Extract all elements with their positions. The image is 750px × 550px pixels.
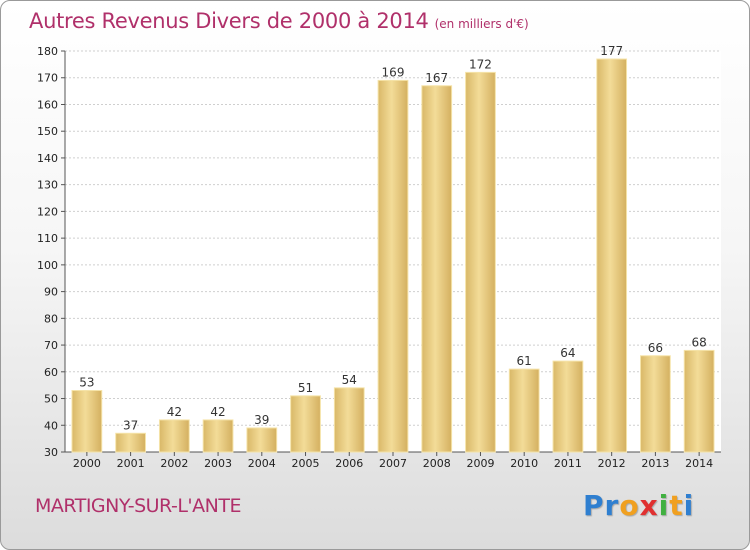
x-tick-label: 2008 [423,457,451,470]
bar-value-label: 42 [210,405,225,419]
logo-letter: i [658,489,670,522]
title-text: Autres Revenus Divers de 2000 à 2014 [29,9,429,33]
bar [552,360,584,453]
y-tick-label: 150 [37,125,58,138]
y-tick-label: 30 [44,446,58,459]
x-tick-label: 2003 [204,457,232,470]
y-tick-label: 40 [44,419,58,432]
bar [290,395,321,453]
x-tick-label: 2014 [685,457,713,470]
bar [333,387,365,453]
bar [465,71,496,453]
x-tick-label: 2004 [248,457,276,470]
y-tick-label: 50 [44,393,58,406]
proxiti-logo: Proxiti [583,489,694,522]
x-tick-label: 2006 [335,457,363,470]
x-tick-label: 2010 [510,457,538,470]
y-tick-label: 80 [44,312,58,325]
bar-value-label: 37 [123,418,138,432]
bar-value-label: 66 [648,341,663,355]
y-tick-label: 160 [37,98,58,111]
y-tick-label: 70 [44,339,58,352]
bar [421,85,453,453]
bar [246,427,278,453]
y-tick-label: 100 [37,259,58,272]
logo-letter: P [583,489,605,522]
bar-value-label: 51 [298,381,313,395]
y-tick-label: 140 [37,152,58,165]
y-tick-label: 120 [37,205,58,218]
y-tick-label: 170 [37,72,58,85]
bar [508,368,540,453]
x-tick-label: 2009 [466,457,494,470]
bar-value-label: 42 [167,405,182,419]
x-tick-label: 2001 [117,457,145,470]
x-tick-label: 2012 [598,457,626,470]
x-tick-label: 2000 [73,457,101,470]
bar-value-label: 64 [560,346,575,360]
bar-value-label: 177 [600,44,623,58]
y-tick-label: 110 [37,232,58,245]
y-tick-label: 130 [37,179,58,192]
title-unit: (en milliers d'€) [434,17,529,31]
y-tick-label: 180 [37,45,58,58]
logo-letter: t [669,489,684,522]
logo-letter: o [619,489,640,522]
bar-value-label: 172 [469,57,492,71]
x-tick-label: 2011 [554,457,582,470]
bar-value-label: 61 [517,354,532,368]
bar [71,390,103,453]
bar-value-label: 54 [342,373,357,387]
bar [115,432,146,453]
logo-letter: r [604,489,620,522]
bar [377,79,409,453]
x-tick-label: 2013 [641,457,669,470]
bar-value-label: 68 [691,335,706,349]
bar [683,349,715,453]
y-tick-label: 60 [44,366,58,379]
y-tick-label: 90 [44,286,58,299]
bar [596,58,628,453]
bar-value-label: 167 [425,71,448,85]
bar-value-label: 53 [79,376,94,390]
place-name: MARTIGNY-SUR-L'ANTE [35,495,241,517]
logo-letter: i [683,489,695,522]
x-tick-label: 2005 [292,457,320,470]
x-tick-label: 2007 [379,457,407,470]
chart-title: Autres Revenus Divers de 2000 à 2014 (en … [29,9,529,33]
bar [158,419,190,453]
x-tick-label: 2002 [160,457,188,470]
bar [202,419,234,453]
logo-letter: x [639,489,659,522]
bar-value-label: 169 [382,65,405,79]
bar-value-label: 39 [254,413,269,427]
bar [640,355,671,453]
